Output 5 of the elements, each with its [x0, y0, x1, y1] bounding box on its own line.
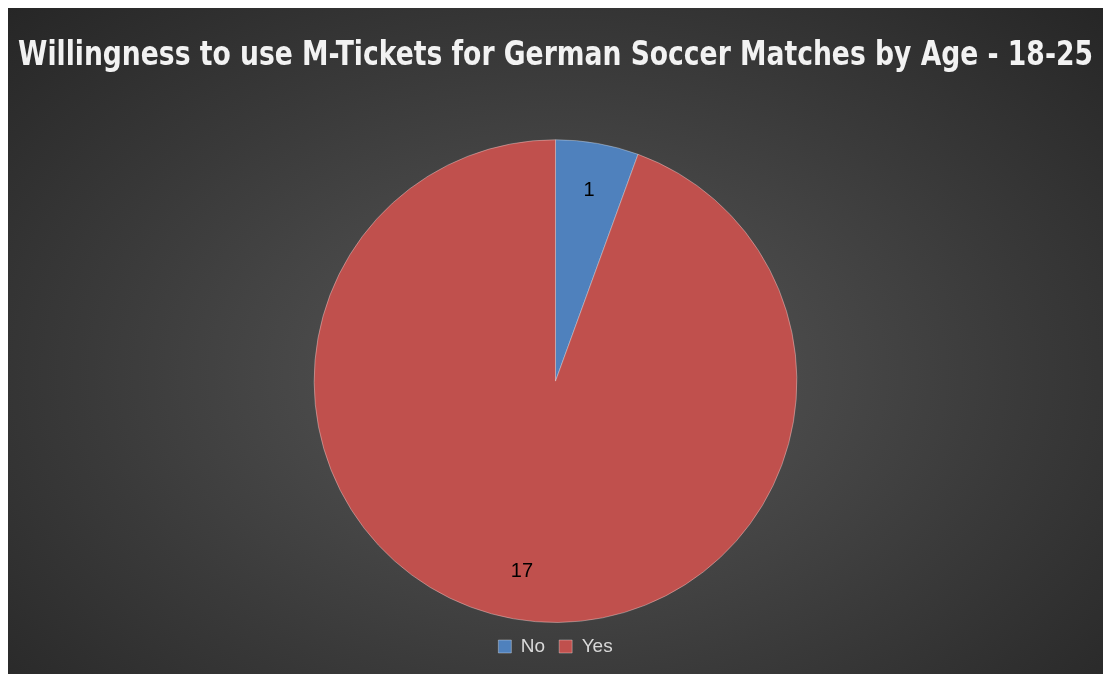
- data-label: 1: [583, 178, 595, 201]
- data-label: 17: [510, 558, 534, 581]
- legend-label: Yes: [581, 634, 613, 656]
- legend-label: No: [520, 634, 546, 656]
- chart-title: Willingness to use M-Tickets for German Soccer Matches by Age - 18-25: [18, 34, 1093, 73]
